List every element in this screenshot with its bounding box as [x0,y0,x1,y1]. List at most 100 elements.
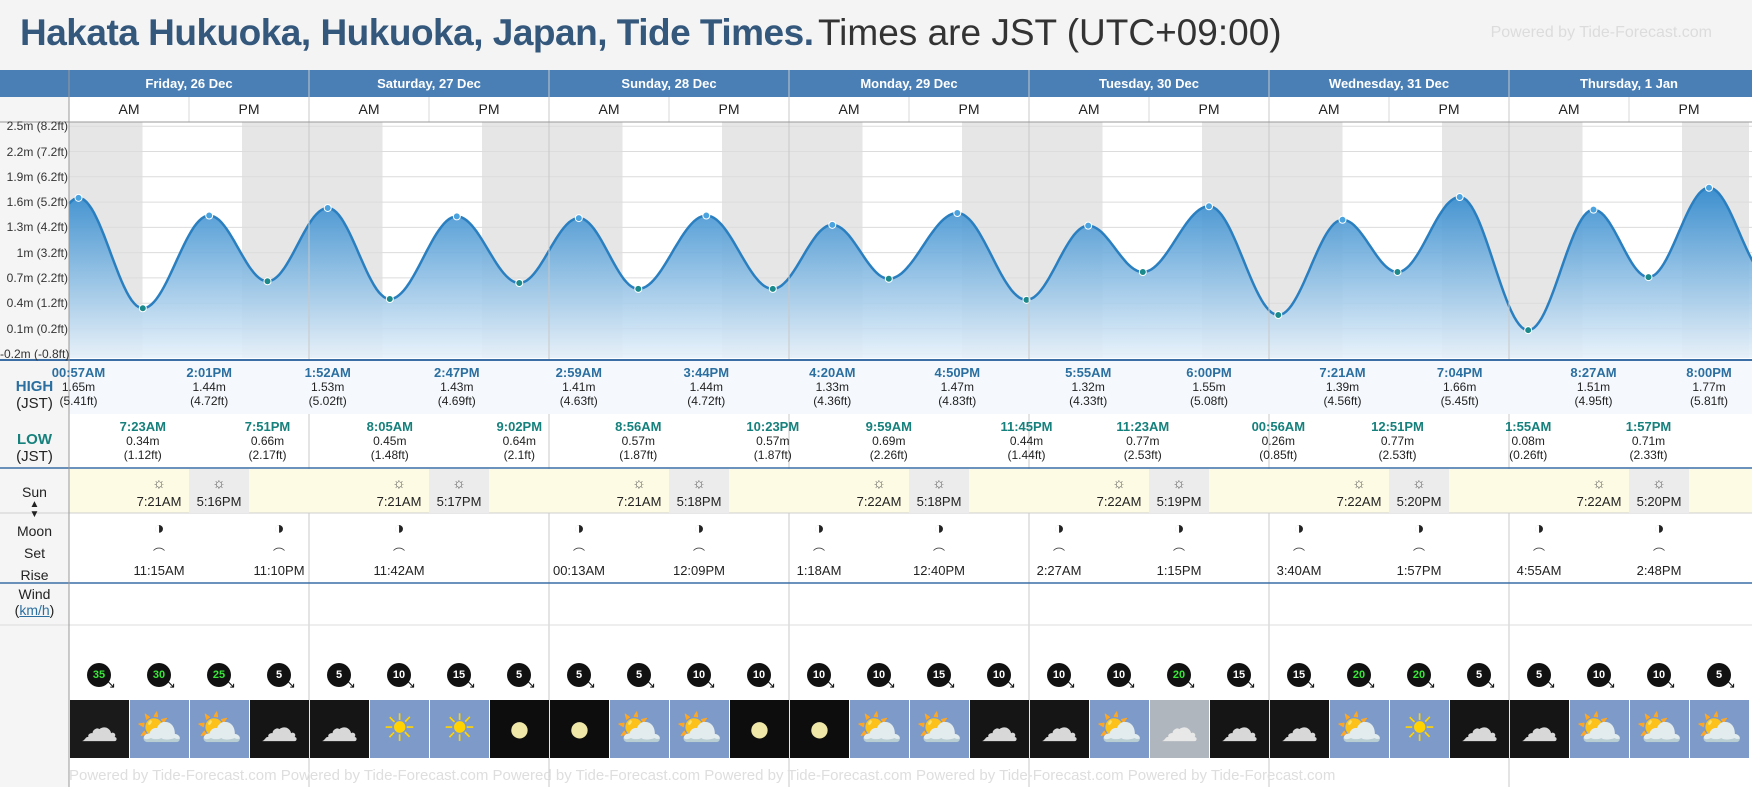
low-tide-entry: 9:02PM 0.64m (2.1ft) [491,419,547,463]
low-tide-point [1644,273,1653,282]
sunrise-time: 7:22AM [1576,494,1622,509]
wind-speed-badge: 5 [507,663,531,687]
tide-height-ft: (5.81ft) [1689,394,1728,408]
tide-time: 5:55AM [1065,365,1112,380]
tide-height-ft: (2.1ft) [503,448,535,462]
sunrise-time: 7:22AM [1096,494,1142,509]
low-label: LOW [17,431,52,448]
low-tide-point [1138,268,1147,277]
tide-height-m: 0.66m [250,434,285,448]
tide-time: 2:47PM [434,365,480,380]
title-bar: Hakata Hukuoka, Hukuoka, Japan, Tide Tim… [0,0,1752,70]
high-tz-label: (JST) [16,395,53,412]
y-tick-label: 1.3m (4.2ft) [6,220,68,235]
sunset-cell-bg [1149,469,1209,513]
wind-arrow-icon: ↘ [1185,676,1196,691]
sunrise-time: 7:21AM [136,494,182,509]
wind-arrow-icon: ↘ [1005,676,1016,691]
low-tide-entry: 1:57PM 0.71m (2.33ft) [1621,420,1677,463]
moon-time: 1:18AM [796,563,842,578]
wind-speed-badge: 15 [447,663,471,687]
tide-height-m: 0.44m [1009,434,1044,448]
wind-speed-badge: 10 [1647,663,1671,687]
cloud-moon-icon: ☁ [1270,700,1329,758]
moon-horizon-icon: ⌒ [692,547,705,561]
y-tick-label: 1.9m (6.2ft) [6,169,68,184]
tide-height-ft: (1.87ft) [753,448,792,462]
am-label: AM [118,101,140,117]
cloud-moon-icon: ☁ [1030,700,1089,758]
moon-time: 2:27AM [1036,563,1082,578]
high-tide-entry: 4:20AM 1.33m (4.36ft) [804,366,860,409]
tide-height-ft: (1.48ft) [370,448,409,462]
day-label: Sunday, 28 Dec [621,76,717,91]
sunrise-time: 7:22AM [856,494,902,509]
tide-time: 9:02PM [496,419,543,434]
wind-speed-badge: 10 [807,663,831,687]
tide-time: 6:00PM [1186,365,1232,380]
pm-label: PM [238,101,260,117]
moon-phase-icon: ◑ [693,518,705,538]
tide-height-ft: (2.53ft) [1378,448,1417,462]
sunset-icon: ☼ [212,475,226,492]
high-tide-entry: 2:59AM 1.41m (4.63ft) [551,365,607,409]
high-tide-entry: 5:55AM 1.32m (4.33ft) [1060,365,1116,409]
tide-time: 2:59AM [555,365,602,380]
am-label: AM [1318,101,1340,117]
tide-height-m: 0.45m [373,434,407,448]
day-label: Tuesday, 30 Dec [1099,76,1199,91]
low-tide-entry: 12:51PM 0.77m (2.53ft) [1370,419,1426,463]
am-label: AM [358,101,380,117]
tide-time: 12:51PM [1371,419,1424,434]
clear-night-icon: ● [550,700,609,758]
tide-height-m: 1.43m [440,380,474,394]
am-label: AM [838,101,860,117]
tide-height-m: 1.39m [1325,380,1360,394]
tide-height-ft: (4.69ft) [437,394,476,408]
tide-chart: HIGH (JST) LOW (JST) Sun ▲ ▼ Moon Set Ris… [0,70,1752,787]
sunset-time: 5:20PM [1636,494,1682,509]
tide-time: 4:50PM [934,365,981,380]
tide-height-ft: (4.72ft) [687,394,726,408]
wind-speed-badge: 25 [207,663,231,687]
sunset-time: 5:18PM [916,494,962,509]
partly-sunny-icon: ⛅ [190,700,249,758]
moon-time: 11:42AM [373,563,425,578]
wind-speed-badge: 5 [567,663,591,687]
tide-time: 1:52AM [304,365,351,380]
wind-arrow-icon: ↘ [525,676,536,691]
am-label: AM [1558,101,1580,117]
tide-height-m: 1.55m [1192,380,1226,394]
page-title: Hakata Hukuoka, Hukuoka, Japan, Tide Tim… [20,12,814,53]
sunset-icon: ☼ [932,475,946,492]
tide-height-ft: (5.45ft) [1440,394,1479,408]
high-tide-entry: 00:57AM 1.65m (5.41ft) [51,365,107,409]
moon-horizon-icon: ⌒ [1052,547,1065,561]
sunset-time: 5:18PM [676,494,722,509]
sunrise-icon: ☼ [152,475,166,492]
sunset-time: 5:17PM [436,494,482,509]
sunset-icon: ☼ [452,475,466,492]
wind-paren-close: ) [49,602,55,618]
high-tide-point [1455,193,1464,202]
tide-height-m: 0.69m [872,434,906,448]
tide-time: 7:23AM [119,419,166,434]
partly-sunny-icon: ⛅ [1690,700,1749,758]
tide-time: 00:57AM [51,365,106,380]
tide-line [68,186,1752,332]
sunrise-icon: ☼ [872,475,886,492]
low-tide-entry: 7:51PM 0.66m (2.17ft) [240,420,296,463]
wind-unit-link[interactable]: km/h [19,602,50,618]
cloud-moon-icon: ☁ [250,700,309,758]
low-tide-entry: 00:56AM 0.26m (0.85ft) [1250,420,1306,463]
sun-row-label: Sun ▲ ▼ [0,484,69,520]
sun-label: Sun [22,484,47,500]
cloud-night-icon: ☁ [70,700,129,758]
wind-speed-badge: 15 [927,663,951,687]
moon-phase-icon: ◑ [153,518,165,538]
wind-arrow-icon: ↘ [705,676,716,691]
low-tide-point [385,295,394,303]
wind-speed-badge: 10 [867,663,891,687]
tide-height-ft: (5.08ft) [1189,394,1228,408]
low-tide-entry: 11:45PM 0.44m (1.44ft) [999,420,1055,463]
